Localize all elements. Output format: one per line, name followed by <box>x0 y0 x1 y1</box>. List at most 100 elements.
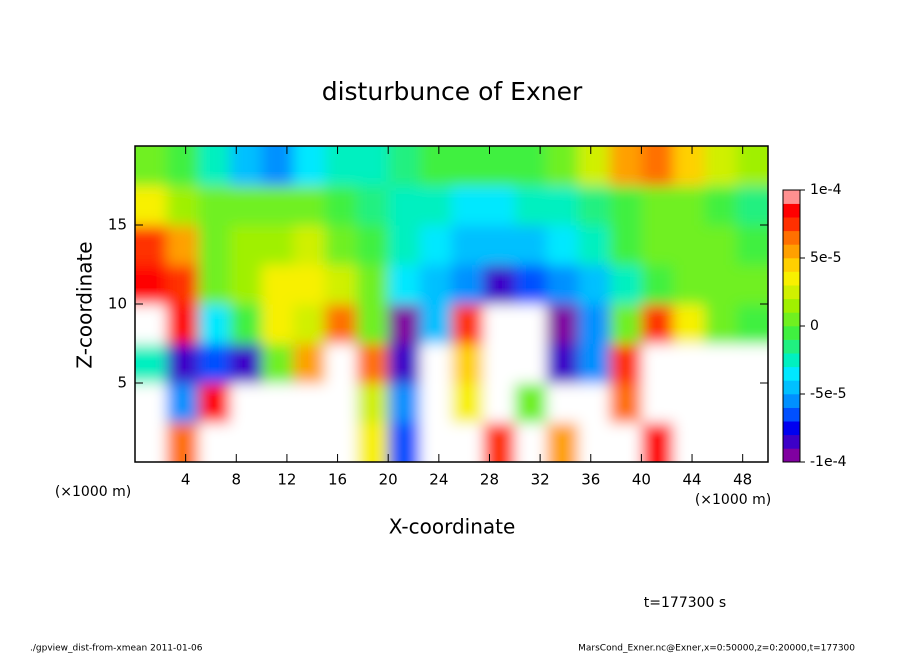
cell <box>293 146 326 186</box>
x-tick-label: 40 <box>632 471 651 489</box>
colorbar-segment <box>783 258 800 272</box>
cell <box>293 225 326 265</box>
cell <box>261 264 294 305</box>
colorbar-segment <box>783 285 800 300</box>
cell <box>578 146 611 186</box>
cell <box>261 146 294 186</box>
colorbar-segment <box>783 448 800 463</box>
cell <box>736 225 768 265</box>
cell <box>609 146 642 186</box>
cell <box>546 343 579 384</box>
cell <box>388 343 421 384</box>
time-label: t=177300 s <box>644 595 726 611</box>
y-tick-label: 15 <box>108 216 127 234</box>
cell <box>609 185 642 226</box>
colorbar-segment <box>783 407 800 422</box>
cell <box>451 185 484 226</box>
x-tick-label: 4 <box>181 471 191 489</box>
cell <box>673 146 706 186</box>
cell <box>609 343 642 384</box>
cell <box>419 422 452 462</box>
cell <box>641 422 674 462</box>
cell <box>293 185 326 226</box>
cell <box>388 146 421 186</box>
cell <box>609 264 642 305</box>
cell <box>135 304 168 344</box>
cell <box>736 383 768 423</box>
cell <box>483 383 516 423</box>
cell <box>514 383 547 423</box>
colorbar-segment <box>783 203 800 218</box>
cell <box>514 225 547 265</box>
cell <box>388 304 421 344</box>
cell <box>229 304 263 344</box>
cell <box>736 146 768 186</box>
cell <box>514 304 547 344</box>
field <box>135 146 768 462</box>
cell <box>198 383 231 423</box>
colorbar-segment <box>783 312 800 327</box>
cell <box>641 185 674 226</box>
cell <box>419 146 452 186</box>
cell <box>198 343 231 384</box>
cell <box>704 185 737 226</box>
cell <box>419 185 452 226</box>
cell <box>229 383 263 423</box>
cell <box>578 185 611 226</box>
x-tick-label: 48 <box>733 471 752 489</box>
cell <box>673 264 706 305</box>
colorbar-tick-label: 1e-4 <box>810 182 842 198</box>
cell <box>293 304 326 344</box>
cell <box>704 264 737 305</box>
cell <box>388 185 421 226</box>
cell <box>419 264 452 305</box>
cell <box>135 383 168 423</box>
cell <box>135 422 168 462</box>
cell <box>135 225 168 265</box>
cell <box>261 343 294 384</box>
cell <box>641 343 674 384</box>
cell <box>229 343 263 384</box>
cell <box>736 422 768 462</box>
cell <box>229 146 263 186</box>
colorbar-segment <box>783 244 800 259</box>
colorbar-tick-label: -5e-5 <box>810 386 847 402</box>
cell <box>641 264 674 305</box>
cell <box>546 304 579 344</box>
cell <box>261 185 294 226</box>
cell <box>293 264 326 305</box>
cell <box>514 422 547 462</box>
cell <box>261 422 294 462</box>
cell <box>135 264 168 305</box>
colorbar-segment <box>783 353 800 368</box>
cell <box>419 343 452 384</box>
cell <box>166 383 199 423</box>
cell <box>198 146 231 186</box>
colorbar-segment <box>783 326 800 340</box>
cell <box>483 185 516 226</box>
cell <box>578 383 611 423</box>
cell <box>324 304 358 344</box>
cell <box>261 225 294 265</box>
x-tick-label: 16 <box>328 471 347 489</box>
colorbar-segment <box>783 230 800 245</box>
cell <box>166 225 199 265</box>
cell <box>419 383 452 423</box>
cell <box>261 383 294 423</box>
cell <box>483 225 516 265</box>
cell <box>356 383 389 423</box>
cell <box>198 264 231 305</box>
cell <box>704 343 737 384</box>
cell <box>483 304 516 344</box>
colorbar-segment <box>783 380 800 395</box>
cell <box>229 225 263 265</box>
cell <box>704 146 737 186</box>
cell <box>356 304 389 344</box>
y-axis-label: Z-coordinate <box>73 241 97 368</box>
cell <box>229 185 263 226</box>
cell <box>293 422 326 462</box>
colorbar-segment <box>783 298 800 313</box>
cell <box>736 264 768 305</box>
x-axis-unit: (×1000 m) <box>695 492 771 508</box>
cell <box>578 304 611 344</box>
